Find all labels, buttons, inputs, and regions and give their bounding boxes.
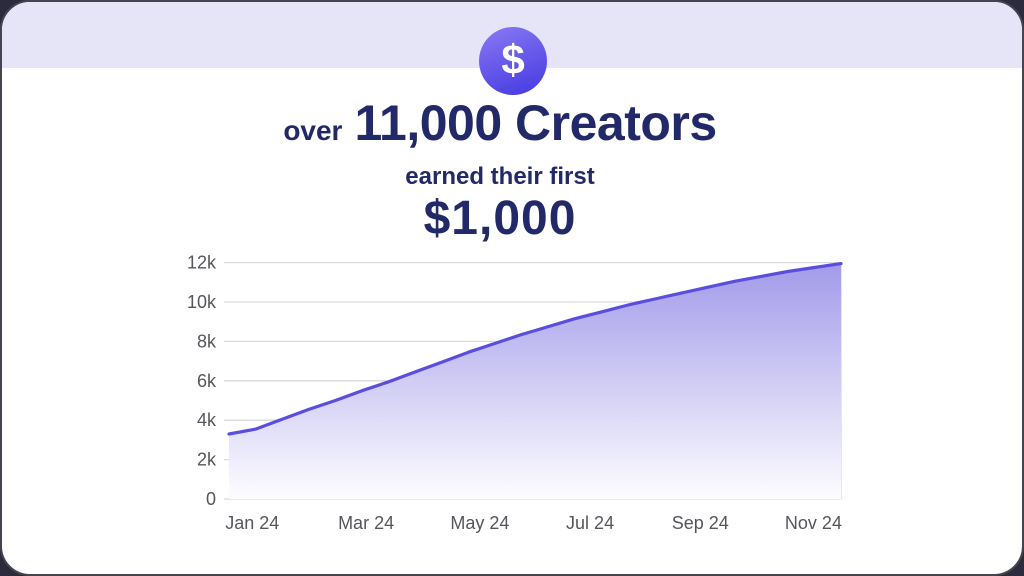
- y-tick-label: 0: [206, 489, 216, 509]
- y-tick-label: 10k: [187, 292, 217, 312]
- x-tick-label: Sep 24: [672, 513, 729, 533]
- y-tick-label: 2k: [197, 450, 217, 470]
- trend-line: [227, 262, 843, 436]
- y-tick-label: 4k: [197, 410, 217, 430]
- y-tick-label: 6k: [197, 371, 217, 391]
- headline-subtitle: earned their first: [405, 163, 595, 190]
- y-tick-label: 8k: [197, 331, 217, 351]
- dollar-badge: $: [479, 27, 547, 95]
- x-tick-label: Nov 24: [785, 513, 842, 533]
- x-tick-label: May 24: [450, 513, 509, 533]
- headline-line1: over 11,000 Creators: [2, 98, 998, 156]
- headline-amount: $1,000: [423, 192, 577, 245]
- dollar-icon: $: [501, 36, 525, 83]
- y-tick-label: 12k: [187, 253, 217, 273]
- x-tick-label: Mar 24: [338, 513, 394, 533]
- x-tick-label: Jul 24: [566, 513, 614, 533]
- headline: over 11,000 Creators earned their first …: [2, 98, 998, 244]
- headline-highlight: 11,000 Creators: [354, 95, 717, 151]
- area-fill: [229, 263, 841, 499]
- headline-prefix: over: [283, 115, 343, 146]
- x-tick-label: Jan 24: [225, 513, 279, 533]
